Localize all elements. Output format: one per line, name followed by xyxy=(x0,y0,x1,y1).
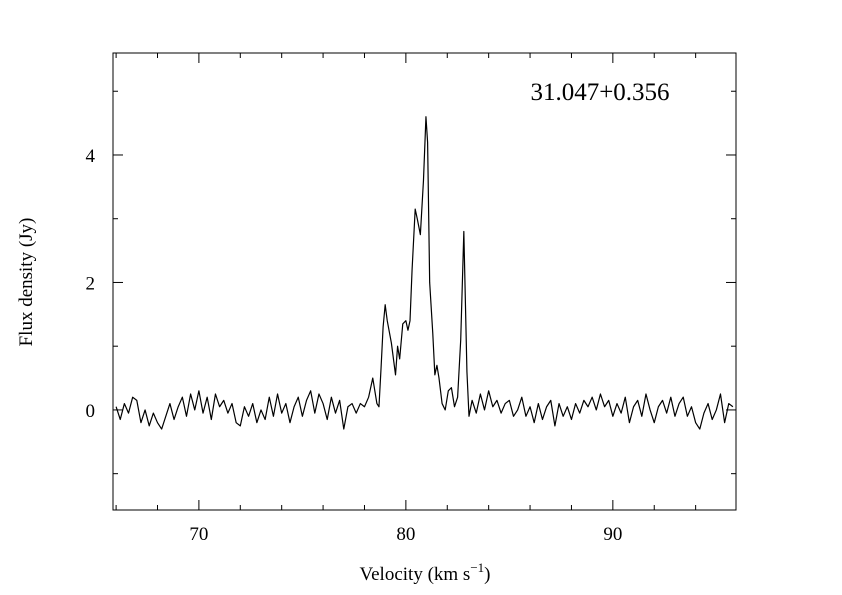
y-tick-label: 0 xyxy=(86,401,96,422)
y-tick-label: 4 xyxy=(86,146,96,167)
spectrum-line xyxy=(115,116,734,430)
annotation: 31.047+0.356 xyxy=(530,79,669,106)
x-axis-label-main: Velocity (km s xyxy=(360,564,471,585)
x-tick-label: 70 xyxy=(189,524,208,545)
x-axis-label-sup: −1 xyxy=(470,560,484,575)
y-tick-label: 2 xyxy=(86,273,96,294)
y-axis-label: Flux density (Jy) xyxy=(16,218,37,347)
x-axis-label-end: ) xyxy=(484,564,490,585)
x-axis-label: Velocity (km s−1) xyxy=(360,560,491,585)
x-tick-label: 90 xyxy=(603,524,622,545)
x-tick-label: 80 xyxy=(396,524,415,545)
plot-frame xyxy=(112,52,737,511)
